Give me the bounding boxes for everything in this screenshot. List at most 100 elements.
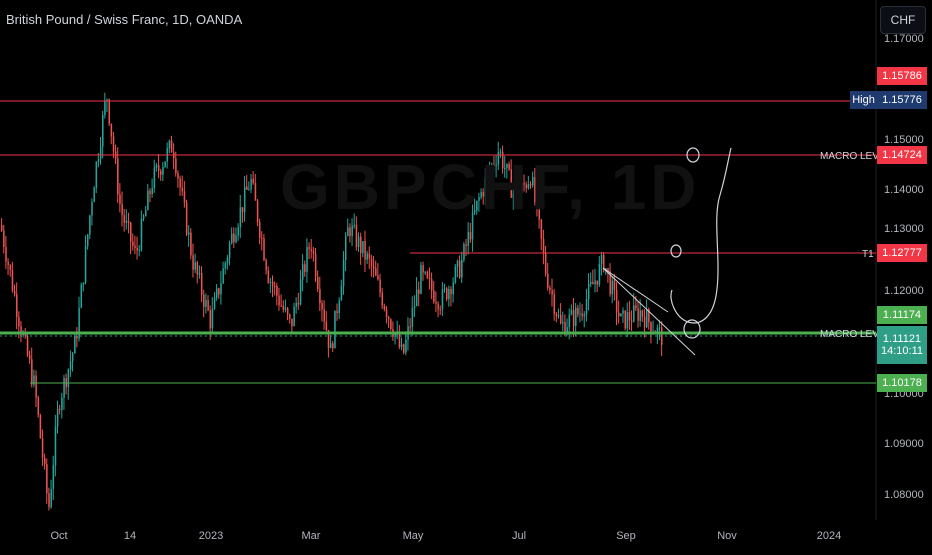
candle-body bbox=[572, 309, 575, 326]
candle-body bbox=[347, 227, 349, 237]
candle-body bbox=[433, 290, 435, 302]
candle-body bbox=[405, 339, 407, 353]
candle-body bbox=[532, 177, 534, 186]
last-price-tag: 1.11121 14:10:11 bbox=[877, 326, 927, 364]
candle-body bbox=[521, 183, 523, 194]
candle-body bbox=[441, 289, 444, 310]
candle-body bbox=[11, 270, 14, 291]
candle-body bbox=[426, 272, 429, 278]
candle-body bbox=[147, 190, 149, 211]
candle-body bbox=[329, 343, 332, 349]
candle-body bbox=[121, 203, 123, 216]
candle-body bbox=[216, 288, 218, 298]
candle-body bbox=[69, 361, 72, 370]
candle-body bbox=[469, 232, 472, 240]
candle-body bbox=[87, 234, 89, 247]
candle-body bbox=[351, 225, 353, 237]
target-circle-t1 bbox=[670, 244, 682, 258]
candle-body bbox=[628, 312, 631, 321]
currency-button[interactable]: CHF bbox=[880, 6, 926, 34]
candle-body bbox=[435, 301, 437, 304]
candle-body bbox=[613, 280, 616, 290]
candle-body bbox=[196, 262, 199, 275]
candle-body bbox=[592, 282, 594, 285]
candle-body bbox=[379, 279, 381, 293]
candle-body bbox=[153, 167, 156, 188]
candle-body bbox=[3, 230, 5, 248]
candle-body bbox=[48, 493, 50, 508]
candle-body bbox=[237, 227, 239, 236]
candle-body bbox=[41, 438, 44, 458]
candle-body bbox=[9, 265, 12, 271]
candle-body bbox=[80, 284, 83, 308]
candle-body bbox=[63, 378, 65, 398]
candle-body bbox=[235, 235, 237, 243]
candle-body bbox=[637, 308, 639, 321]
candle-body bbox=[630, 320, 633, 322]
candle-body bbox=[20, 326, 22, 336]
candle-body bbox=[656, 327, 659, 334]
candle-body bbox=[566, 327, 568, 335]
candle-body bbox=[646, 309, 648, 328]
candle-body bbox=[39, 414, 42, 439]
candle-body bbox=[67, 369, 70, 388]
bar-countdown: 14:10:11 bbox=[880, 345, 923, 357]
target-circle-macro bbox=[683, 319, 701, 339]
candle-body bbox=[59, 408, 61, 410]
chart-title: British Pound / Swiss Franc, 1D, OANDA bbox=[6, 12, 243, 27]
candle-body bbox=[138, 249, 141, 251]
candle-body bbox=[93, 188, 95, 203]
candle-body bbox=[622, 310, 624, 314]
candle-body bbox=[418, 289, 420, 294]
candle-body bbox=[16, 294, 18, 317]
candle-body bbox=[484, 177, 487, 197]
candle-body bbox=[600, 254, 603, 265]
candle-body bbox=[336, 310, 338, 314]
candle-body bbox=[151, 187, 153, 194]
candle-body bbox=[615, 289, 618, 313]
candle-body bbox=[370, 258, 373, 267]
candle-body bbox=[394, 333, 396, 337]
candle-body bbox=[345, 236, 347, 261]
candle-body bbox=[547, 273, 549, 288]
candle-body bbox=[248, 189, 250, 191]
candle-body bbox=[514, 193, 517, 195]
candle-body bbox=[357, 236, 360, 247]
candle-body bbox=[639, 310, 642, 321]
candle-body bbox=[293, 306, 295, 327]
candle-body bbox=[24, 333, 27, 336]
candle-body bbox=[134, 245, 136, 248]
candle-body bbox=[200, 273, 203, 295]
candle-body bbox=[519, 193, 521, 202]
wedge-lower-line bbox=[602, 267, 696, 356]
candle-body bbox=[598, 264, 601, 285]
candle-body bbox=[388, 317, 390, 320]
candle-body bbox=[381, 292, 384, 306]
candle-body bbox=[585, 299, 588, 315]
candle-body bbox=[319, 289, 321, 304]
candle-body bbox=[482, 192, 485, 197]
candle-body bbox=[658, 327, 661, 329]
x-tick-label: May bbox=[403, 530, 424, 542]
candle-body bbox=[549, 287, 551, 291]
candle-body bbox=[209, 310, 212, 329]
candle-body bbox=[271, 281, 274, 286]
candle-body bbox=[620, 313, 622, 317]
candle-body bbox=[577, 307, 579, 315]
x-tick-label: Mar bbox=[302, 530, 321, 542]
last-price-value: 1.11121 bbox=[882, 333, 922, 345]
candle-body bbox=[398, 332, 401, 348]
candle-body bbox=[162, 167, 164, 175]
price-tag-t1: 1.12777 bbox=[877, 244, 927, 262]
y-tick-label: 1.13000 bbox=[884, 223, 924, 235]
candle-body bbox=[259, 222, 261, 238]
y-tick-label: 1.09000 bbox=[884, 438, 924, 450]
candle-body bbox=[312, 251, 315, 254]
candle-body bbox=[185, 202, 188, 235]
candle-body bbox=[231, 233, 233, 244]
candle-body bbox=[527, 183, 530, 188]
target-circle-top bbox=[686, 147, 700, 163]
candle-body bbox=[385, 309, 388, 318]
